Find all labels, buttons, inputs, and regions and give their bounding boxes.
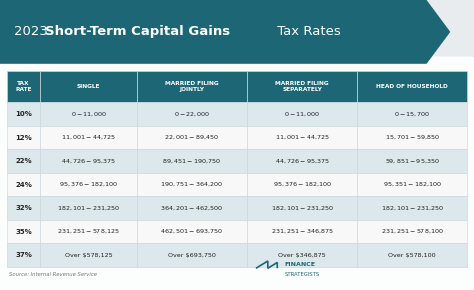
Bar bbox=[137, 102, 247, 126]
Text: MARRIED FILING
SEPARATELY: MARRIED FILING SEPARATELY bbox=[275, 81, 329, 92]
Bar bbox=[7, 173, 40, 196]
Bar bbox=[137, 196, 247, 220]
Text: $190,751  -  $364,200: $190,751 - $364,200 bbox=[160, 181, 224, 188]
Text: 22%: 22% bbox=[15, 158, 32, 164]
Text: $182,101  -  $231,250: $182,101 - $231,250 bbox=[381, 204, 444, 212]
Text: $59,851  -  $95,350: $59,851 - $95,350 bbox=[385, 157, 439, 165]
Text: $231,251  -  $346,875: $231,251 - $346,875 bbox=[271, 228, 334, 235]
Text: 12%: 12% bbox=[15, 135, 32, 141]
Text: $89,451  -  $190,750: $89,451 - $190,750 bbox=[162, 157, 221, 165]
Text: $462,501  -  $693,750: $462,501 - $693,750 bbox=[160, 228, 224, 235]
Bar bbox=[247, 196, 357, 220]
Bar bbox=[357, 196, 467, 220]
Text: 32%: 32% bbox=[15, 205, 32, 211]
Bar bbox=[40, 149, 137, 173]
Text: $95,376  -  $182,100: $95,376 - $182,100 bbox=[59, 181, 118, 188]
Bar bbox=[247, 71, 357, 102]
Bar bbox=[357, 243, 467, 267]
Bar bbox=[7, 196, 40, 220]
Bar bbox=[247, 149, 357, 173]
Bar bbox=[7, 102, 40, 126]
Text: 10%: 10% bbox=[15, 111, 32, 117]
Bar bbox=[247, 173, 357, 196]
Polygon shape bbox=[0, 0, 450, 64]
Text: SINGLE: SINGLE bbox=[77, 84, 100, 89]
Bar bbox=[247, 102, 357, 126]
Bar bbox=[7, 149, 40, 173]
Bar bbox=[40, 243, 137, 267]
Bar bbox=[40, 71, 137, 102]
Text: $0  -  $15,700: $0 - $15,700 bbox=[394, 110, 430, 118]
Text: $0  -  $22,000: $0 - $22,000 bbox=[174, 110, 210, 118]
Text: $182,101  -  $231,250: $182,101 - $231,250 bbox=[271, 204, 334, 212]
Bar bbox=[357, 102, 467, 126]
Bar bbox=[137, 220, 247, 243]
Bar bbox=[7, 71, 40, 102]
Text: 35%: 35% bbox=[15, 229, 32, 235]
Bar bbox=[137, 126, 247, 149]
Text: $95,351  -  $182,100: $95,351 - $182,100 bbox=[383, 181, 442, 188]
Text: $22,001  -  $89,450: $22,001 - $89,450 bbox=[164, 134, 219, 141]
Text: $364,201  -  $462,500: $364,201 - $462,500 bbox=[160, 204, 224, 212]
Bar bbox=[7, 126, 40, 149]
Text: $44,726  -  $95,375: $44,726 - $95,375 bbox=[275, 157, 330, 165]
Bar bbox=[40, 220, 137, 243]
Bar bbox=[357, 220, 467, 243]
Text: 2023: 2023 bbox=[14, 26, 52, 38]
Text: $0  -  $11,000: $0 - $11,000 bbox=[284, 110, 320, 118]
Bar bbox=[137, 149, 247, 173]
Text: $15,701  -  $59,850: $15,701 - $59,850 bbox=[385, 134, 439, 141]
Bar bbox=[247, 243, 357, 267]
Bar bbox=[7, 220, 40, 243]
Text: 24%: 24% bbox=[15, 182, 32, 188]
Bar bbox=[357, 71, 467, 102]
Text: $44,726  -  $95,375: $44,726 - $95,375 bbox=[61, 157, 116, 165]
Text: FINANCE: FINANCE bbox=[284, 262, 315, 267]
Text: Source: Internal Revenue Service: Source: Internal Revenue Service bbox=[9, 271, 98, 277]
Text: TAX
RATE: TAX RATE bbox=[16, 81, 32, 92]
Text: Short-Term Capital Gains: Short-Term Capital Gains bbox=[45, 26, 230, 38]
Bar bbox=[357, 126, 467, 149]
Text: HEAD OF HOUSEHOLD: HEAD OF HOUSEHOLD bbox=[376, 84, 448, 89]
Text: $231,251  -  $578,100: $231,251 - $578,100 bbox=[381, 228, 444, 235]
Bar bbox=[357, 173, 467, 196]
Bar bbox=[40, 126, 137, 149]
Text: Over $578,100: Over $578,100 bbox=[388, 253, 436, 258]
Bar bbox=[137, 173, 247, 196]
Bar bbox=[40, 173, 137, 196]
Text: $11,001  -  $44,725: $11,001 - $44,725 bbox=[275, 134, 330, 141]
Bar bbox=[247, 220, 357, 243]
Bar bbox=[247, 126, 357, 149]
Bar bbox=[357, 149, 467, 173]
Text: Over $693,750: Over $693,750 bbox=[168, 253, 216, 258]
Text: $231,251  -  $578,125: $231,251 - $578,125 bbox=[57, 228, 120, 235]
Text: 37%: 37% bbox=[15, 252, 32, 258]
FancyBboxPatch shape bbox=[0, 57, 474, 290]
Text: Over $578,125: Over $578,125 bbox=[64, 253, 112, 258]
Bar bbox=[7, 243, 40, 267]
Text: Tax Rates: Tax Rates bbox=[273, 26, 340, 38]
Bar bbox=[137, 71, 247, 102]
Text: $182,101  -  $231,250: $182,101 - $231,250 bbox=[57, 204, 120, 212]
Text: Over $346,875: Over $346,875 bbox=[279, 253, 326, 258]
Text: $0  -  $11,000: $0 - $11,000 bbox=[71, 110, 106, 118]
Text: STRATEGISTS: STRATEGISTS bbox=[284, 271, 319, 277]
Bar bbox=[40, 102, 137, 126]
Text: $11,001  -  $44,725: $11,001 - $44,725 bbox=[61, 134, 116, 141]
Bar bbox=[40, 196, 137, 220]
Text: MARRIED FILING
JOINTLY: MARRIED FILING JOINTLY bbox=[165, 81, 219, 92]
Bar bbox=[137, 243, 247, 267]
Text: $95,376  -  $182,100: $95,376 - $182,100 bbox=[273, 181, 332, 188]
